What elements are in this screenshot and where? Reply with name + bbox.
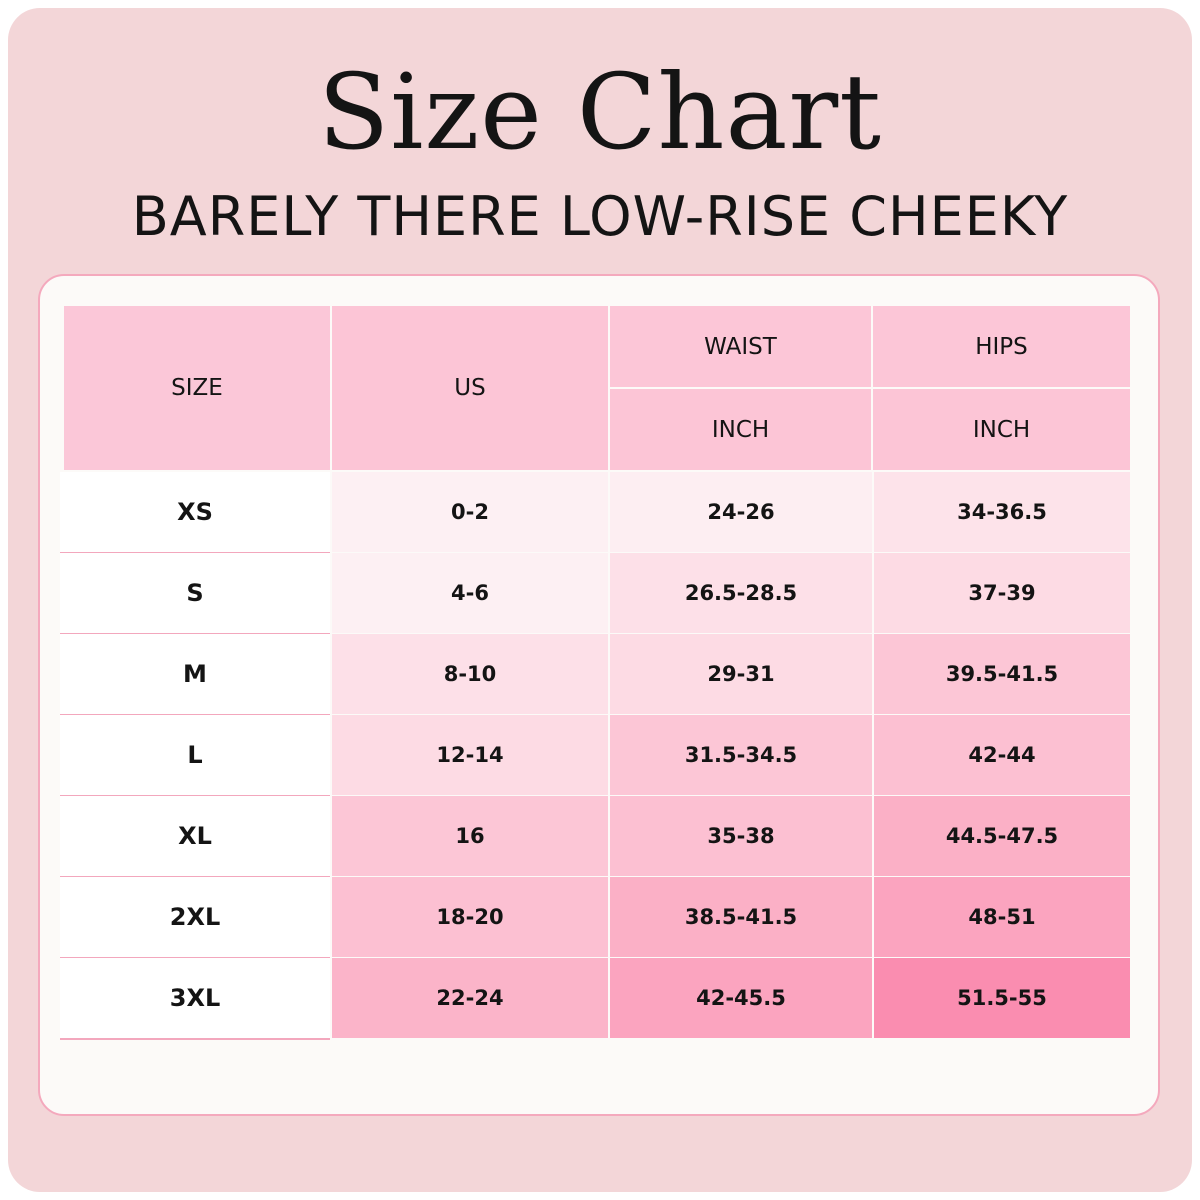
page-subtitle: BARELY THERE LOW-RISE CHEEKY — [131, 185, 1069, 248]
table-cell-us: 4-6 — [332, 553, 608, 633]
header-hips-unit: INCH — [873, 389, 1130, 470]
table-cell-us: 8-10 — [332, 634, 608, 714]
table-cell-hips: 37-39 — [874, 553, 1130, 633]
header-size: SIZE — [64, 306, 330, 470]
table-cell-size: S — [60, 553, 330, 633]
table-cell-size: XL — [60, 796, 330, 876]
table-cell-waist: 24-26 — [610, 472, 872, 552]
page-title: Size Chart — [318, 51, 882, 173]
table-cell-us: 0-2 — [332, 472, 608, 552]
header-waist-unit: INCH — [610, 389, 871, 470]
header-waist: WAIST — [610, 306, 871, 387]
table-cell-us: 16 — [332, 796, 608, 876]
header-hips: HIPS — [873, 306, 1130, 387]
table-cell-waist: 42-45.5 — [610, 958, 872, 1038]
table-cell-waist: 31.5-34.5 — [610, 715, 872, 795]
table-cell-hips: 39.5-41.5 — [874, 634, 1130, 714]
table-cell-us: 12-14 — [332, 715, 608, 795]
table-cell-hips: 44.5-47.5 — [874, 796, 1130, 876]
row-divider — [60, 1038, 330, 1040]
header-us: US — [332, 306, 608, 470]
table-cell-size: 2XL — [60, 877, 330, 957]
table-cell-waist: 29-31 — [610, 634, 872, 714]
table-cell-us: 22-24 — [332, 958, 608, 1038]
table-cell-us: 18-20 — [332, 877, 608, 957]
table-cell-size: 3XL — [60, 958, 330, 1038]
table-cell-hips: 48-51 — [874, 877, 1130, 957]
table-cell-size: M — [60, 634, 330, 714]
table-cell-waist: 26.5-28.5 — [610, 553, 872, 633]
table-cell-hips: 51.5-55 — [874, 958, 1130, 1038]
table-cell-waist: 35-38 — [610, 796, 872, 876]
table-cell-waist: 38.5-41.5 — [610, 877, 872, 957]
table-cell-size: XS — [60, 472, 330, 552]
table-cell-size: L — [60, 715, 330, 795]
table-cell-hips: 34-36.5 — [874, 472, 1130, 552]
table-cell-hips: 42-44 — [874, 715, 1130, 795]
